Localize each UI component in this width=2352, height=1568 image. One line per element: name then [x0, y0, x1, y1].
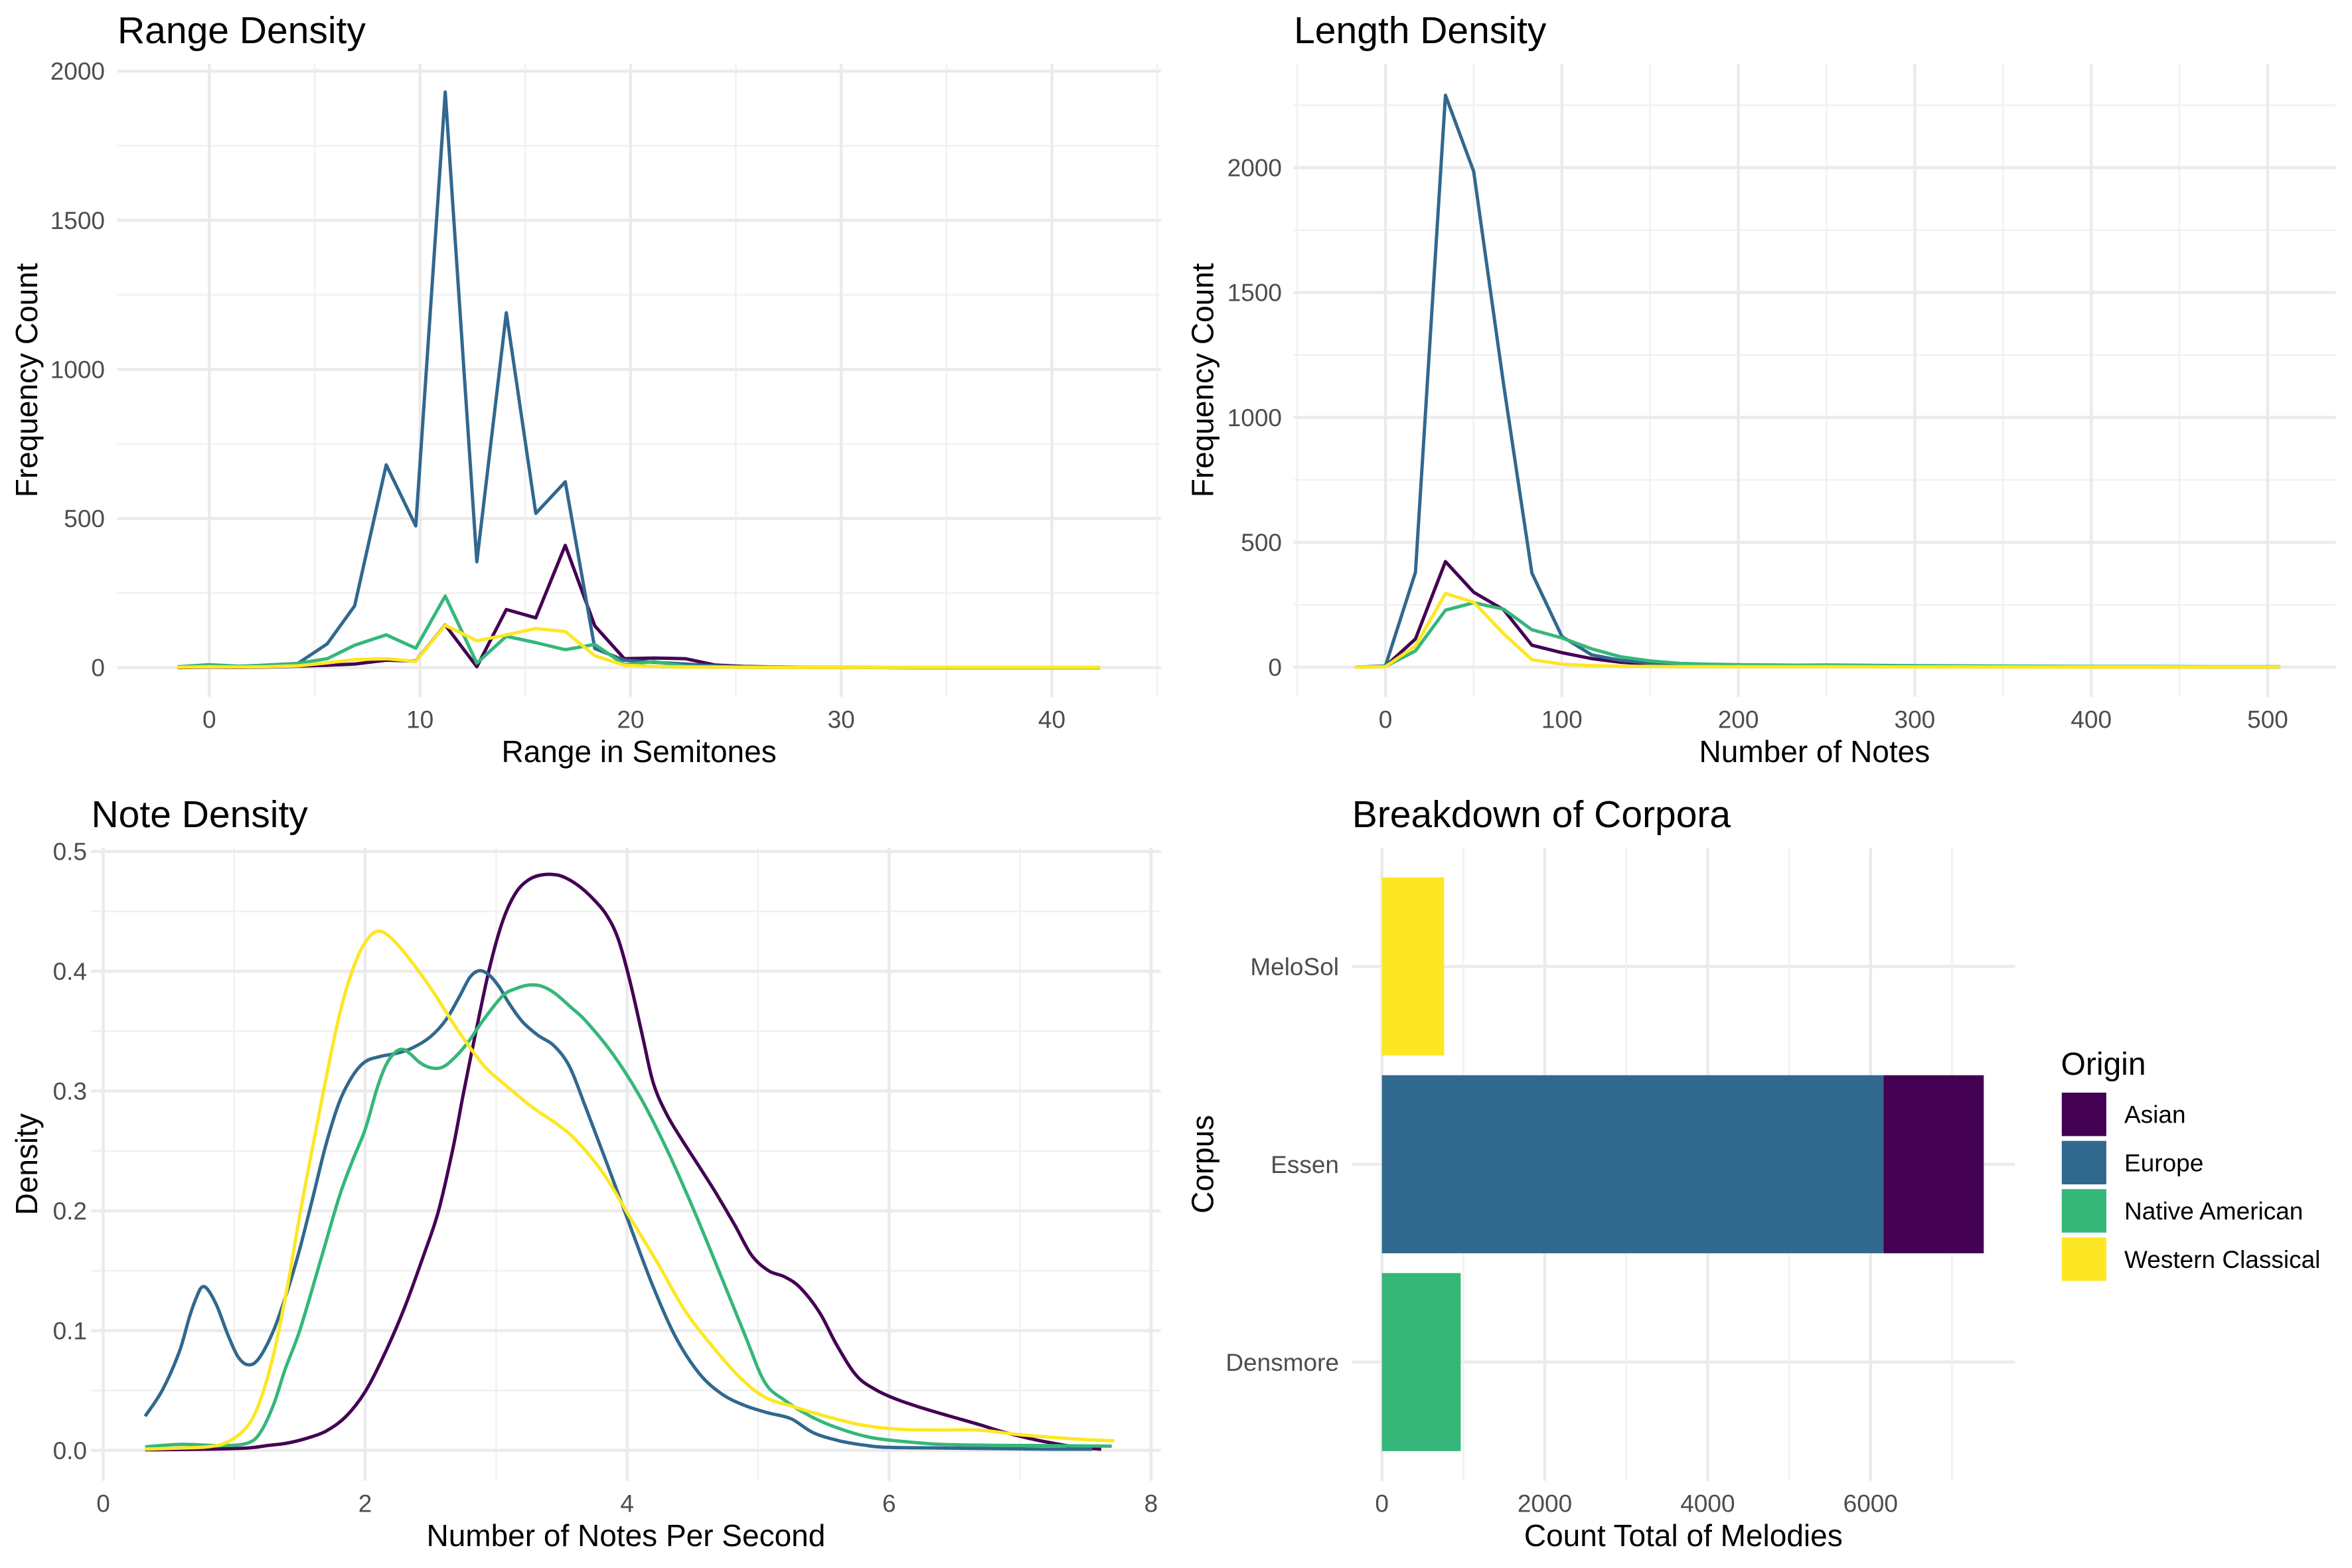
svg-text:Density: Density: [9, 1113, 44, 1215]
svg-text:200: 200: [1718, 706, 1759, 734]
svg-text:100: 100: [1541, 706, 1583, 734]
svg-text:500: 500: [1241, 529, 1282, 556]
svg-text:1000: 1000: [1227, 404, 1282, 431]
svg-text:Range in Semitones: Range in Semitones: [501, 734, 776, 769]
svg-text:0.4: 0.4: [53, 958, 87, 985]
svg-text:500: 500: [64, 505, 105, 532]
svg-text:0: 0: [91, 655, 105, 682]
svg-text:Frequency Count: Frequency Count: [9, 263, 44, 497]
svg-text:Count Total of Melodies: Count Total of Melodies: [1524, 1518, 1843, 1553]
svg-text:0.1: 0.1: [53, 1317, 87, 1344]
svg-text:Number of Notes Per Second: Number of Notes Per Second: [426, 1518, 825, 1553]
svg-text:1500: 1500: [50, 207, 105, 234]
svg-text:4: 4: [620, 1490, 634, 1518]
svg-text:0: 0: [96, 1490, 110, 1518]
svg-text:0.2: 0.2: [53, 1198, 87, 1225]
svg-text:30: 30: [828, 706, 855, 734]
svg-text:2000: 2000: [50, 58, 105, 85]
svg-text:Note Density: Note Density: [92, 793, 309, 836]
svg-text:10: 10: [406, 706, 433, 734]
svg-text:Asian: Asian: [2124, 1101, 2186, 1129]
svg-text:0: 0: [1375, 1490, 1389, 1518]
svg-text:2000: 2000: [1518, 1490, 1572, 1518]
svg-text:2: 2: [358, 1490, 372, 1518]
svg-text:Length Density: Length Density: [1294, 9, 1547, 52]
svg-text:0: 0: [1379, 706, 1393, 734]
svg-text:Western Classical: Western Classical: [2124, 1246, 2320, 1273]
svg-text:Densmore: Densmore: [1225, 1349, 1339, 1376]
svg-text:8: 8: [1144, 1490, 1158, 1518]
svg-text:Frequency Count: Frequency Count: [1186, 263, 1220, 497]
svg-text:400: 400: [2071, 706, 2112, 734]
svg-text:1500: 1500: [1227, 279, 1282, 307]
svg-text:4000: 4000: [1680, 1490, 1735, 1518]
svg-text:Range Density: Range Density: [118, 9, 366, 52]
svg-text:1000: 1000: [50, 356, 105, 384]
svg-text:6: 6: [882, 1490, 896, 1518]
svg-text:Europe: Europe: [2124, 1149, 2203, 1176]
svg-text:0.3: 0.3: [53, 1078, 87, 1105]
svg-text:6000: 6000: [1843, 1490, 1898, 1518]
svg-text:0: 0: [1268, 654, 1282, 681]
svg-text:2000: 2000: [1227, 155, 1282, 182]
svg-text:0.5: 0.5: [53, 838, 87, 866]
svg-text:Native American: Native American: [2124, 1198, 2303, 1225]
svg-text:500: 500: [2247, 706, 2288, 734]
svg-text:Corpus: Corpus: [1186, 1115, 1220, 1214]
svg-text:Breakdown of Corpora: Breakdown of Corpora: [1352, 793, 1731, 836]
svg-text:20: 20: [617, 706, 644, 734]
svg-text:MeloSol: MeloSol: [1250, 953, 1339, 980]
svg-text:Essen: Essen: [1271, 1151, 1339, 1178]
svg-text:Origin: Origin: [2061, 1047, 2146, 1082]
svg-text:0: 0: [202, 706, 216, 734]
svg-text:0.0: 0.0: [53, 1437, 87, 1464]
svg-text:40: 40: [1038, 706, 1065, 734]
svg-text:300: 300: [1895, 706, 1936, 734]
svg-text:Number of Notes: Number of Notes: [1699, 734, 1930, 769]
